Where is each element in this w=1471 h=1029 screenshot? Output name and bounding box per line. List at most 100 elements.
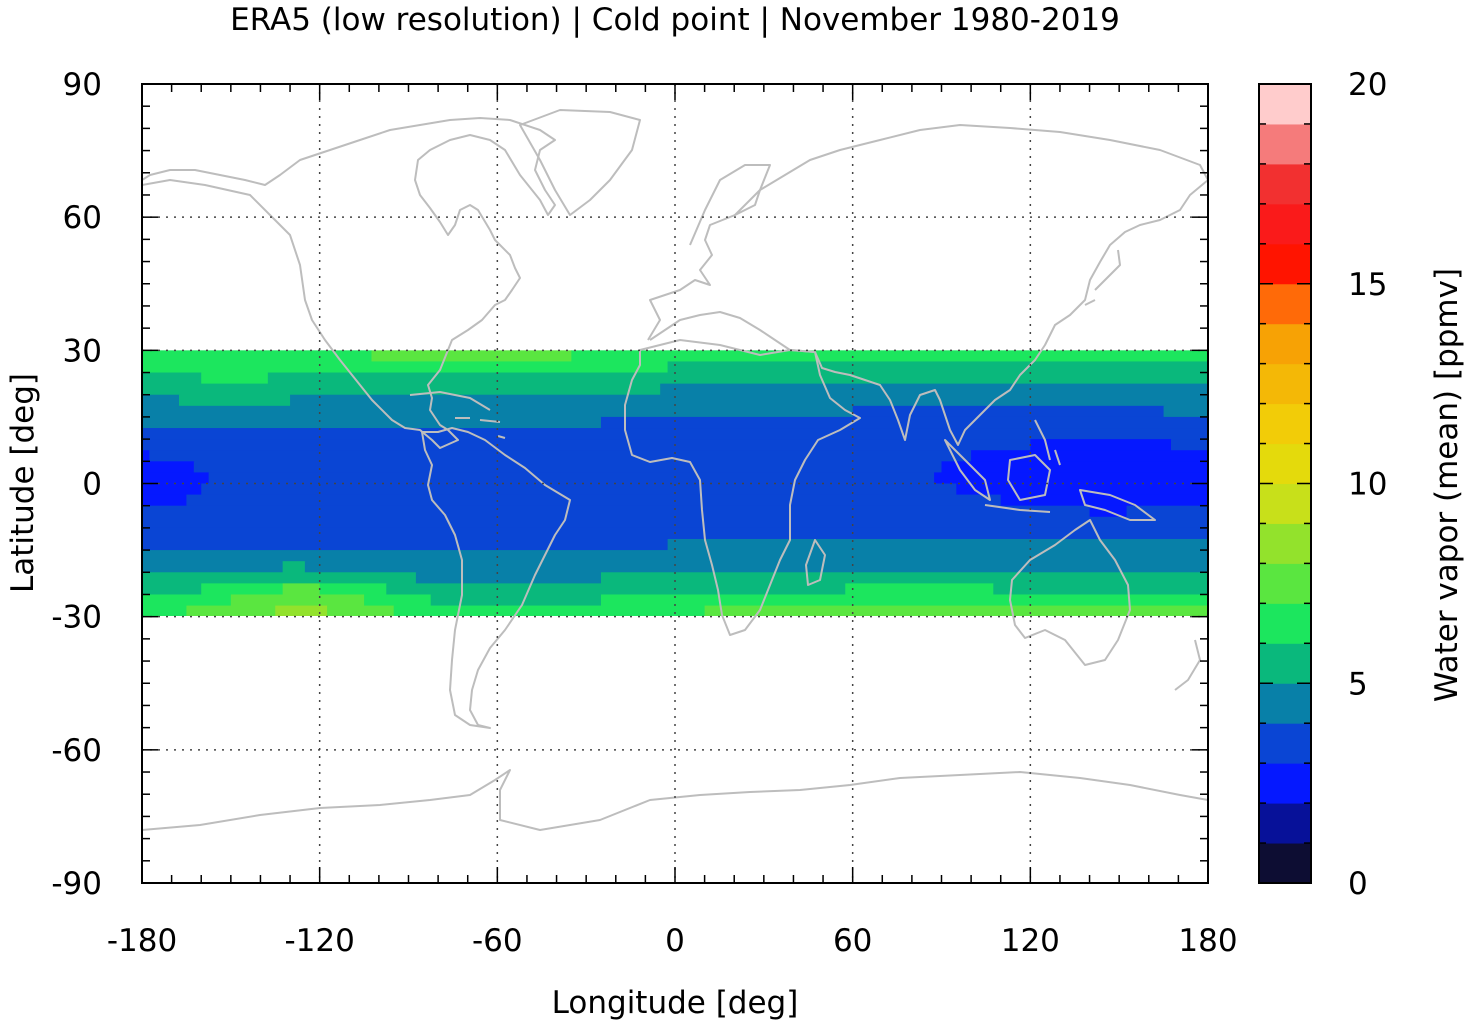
colorbar-swatch	[1259, 803, 1311, 844]
grid-lines	[142, 84, 1208, 883]
x-tick-label: -180	[107, 923, 177, 959]
heatmap-cell	[179, 394, 291, 407]
heatmap-cell	[142, 383, 661, 396]
heatmap-cell	[1000, 494, 1208, 507]
y-tick-label: 0	[82, 467, 102, 503]
coast-new-zealand	[1174, 639, 1201, 691]
heatmap-cell	[852, 405, 1165, 418]
colorbar-tick-labels: 0 5 10 15 20	[1348, 67, 1387, 902]
heatmap-cell	[393, 605, 706, 616]
x-tick-label: 120	[1001, 923, 1060, 959]
y-tick-labels: 90 60 30 0 -30 -60 -90	[51, 67, 102, 902]
heatmap-cell	[142, 494, 188, 507]
heatmap-cell	[186, 605, 276, 616]
heatmap-cell	[142, 461, 195, 474]
coastlines	[142, 109, 1208, 831]
coast-borneo	[1007, 454, 1051, 501]
heatmap-cell	[142, 483, 202, 496]
heatmap-cell	[571, 350, 1208, 363]
water-vapor-field	[142, 350, 1208, 616]
heatmap-cell	[941, 461, 1208, 474]
heatmap-cell	[142, 583, 202, 596]
colorbar-swatch	[1259, 603, 1311, 644]
heatmap-cell	[142, 439, 1031, 451]
colorbar-tick-label: 20	[1348, 67, 1387, 103]
heatmap-cell	[290, 394, 1208, 407]
heatmap-cell	[304, 561, 1208, 573]
x-tick-label: 0	[665, 923, 685, 959]
coast-caribbean	[409, 391, 506, 439]
heatmap-cell	[327, 605, 395, 616]
colorbar-swatch	[1259, 763, 1311, 804]
chart-title: ERA5 (low resolution) | Cold point | Nov…	[230, 2, 1120, 38]
y-axis-label: Latitude [deg]	[5, 373, 41, 593]
heatmap-cell	[142, 428, 1208, 440]
colorbar-swatch	[1259, 243, 1311, 285]
heatmap-cell	[142, 405, 854, 418]
coast-greenland	[519, 109, 641, 216]
colorbar-swatch	[1259, 723, 1311, 764]
colorbar-swatch	[1259, 163, 1311, 205]
heatmap-cell	[142, 516, 1208, 529]
heatmap-cell	[415, 572, 602, 584]
colorbar-tick-label: 0	[1348, 866, 1368, 902]
heatmap-cell	[704, 605, 1208, 616]
heatmap-cell	[142, 372, 202, 385]
heatmap-cell	[267, 372, 1208, 385]
x-axis-label: Longitude [deg]	[552, 985, 799, 1021]
heatmap-cell	[142, 550, 1208, 562]
coast-scandinavia	[689, 164, 771, 246]
heatmap-cell	[142, 361, 669, 374]
heatmap-cell	[319, 583, 387, 596]
coast-sumatra	[944, 439, 991, 501]
coast-new-guinea	[1079, 489, 1156, 521]
x-tick-label: 60	[833, 923, 872, 959]
heatmap-cell	[142, 350, 373, 363]
heatmap-cell	[142, 450, 151, 462]
heatmap-cell	[1126, 505, 1208, 518]
coast-japan	[1084, 249, 1121, 306]
coast-africa	[624, 339, 861, 636]
y-tick-label: 60	[63, 200, 102, 236]
y-tick-label: -30	[51, 600, 102, 636]
colorbar-frame	[1258, 83, 1312, 884]
x-tick-label: -60	[472, 923, 523, 959]
heatmap-cell	[275, 605, 328, 616]
colorbar-swatch	[1259, 84, 1311, 125]
colorbar-swatch	[1259, 523, 1311, 564]
x-tick-label: -120	[284, 923, 354, 959]
heatmap-cell	[142, 394, 180, 407]
y-tick-label: 90	[63, 67, 102, 103]
colorbar-swatch	[1259, 563, 1311, 604]
heatmap-cell	[282, 583, 321, 596]
heatmap-cell	[1163, 405, 1208, 418]
heatmap-cell	[934, 472, 1208, 485]
heatmap-cell	[386, 583, 846, 596]
x-tick-labels: -180 -120 -60 0 60 120 180	[107, 923, 1238, 959]
colorbar-swatch	[1259, 363, 1311, 405]
coast-java	[984, 504, 1051, 513]
heatmap-cell	[142, 416, 602, 429]
heatmap-cell	[667, 361, 1208, 374]
heatmap-cell	[956, 483, 1208, 496]
heatmap-cell	[845, 583, 994, 596]
coast-antarctica	[142, 769, 1208, 831]
heatmap-cell	[142, 505, 1091, 518]
colorbar	[1259, 83, 1311, 884]
coast-australia	[1009, 519, 1131, 666]
colorbar-swatch	[1259, 323, 1311, 365]
heatmap-cell	[142, 572, 417, 584]
heatmap-cell	[600, 572, 1208, 584]
colorbar-swatch	[1259, 123, 1311, 165]
colorbar-tick-label: 10	[1348, 467, 1387, 503]
heatmap-cell	[142, 472, 210, 485]
colorbar-swatch	[1259, 683, 1311, 724]
heatmap-cell	[600, 594, 1208, 607]
heatmap-cell	[149, 450, 972, 462]
heatmap-cell	[667, 538, 1208, 551]
heatmap-cell	[142, 561, 284, 573]
colorbar-swatch	[1259, 203, 1311, 245]
heatmap-cell	[142, 594, 232, 607]
colorbar-swatch	[1259, 443, 1311, 484]
